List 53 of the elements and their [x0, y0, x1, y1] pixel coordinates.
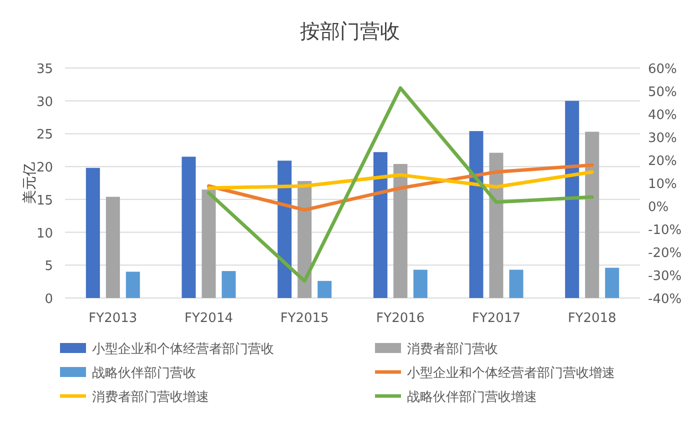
bar	[278, 160, 292, 298]
x-tick-label: FY2015	[280, 311, 329, 326]
line-series	[207, 86, 594, 283]
y2-tick-label: 60%	[648, 62, 677, 77]
bar	[106, 196, 120, 298]
y-tick-label: 10	[36, 226, 53, 242]
x-tick-label: FY2018	[568, 311, 616, 326]
y-tick-label: 25	[36, 128, 53, 143]
bar	[373, 152, 388, 298]
x-tick-label: FY2016	[376, 311, 425, 326]
y-axis-title: 美元亿	[22, 162, 38, 204]
bar	[182, 156, 196, 298]
line-series	[207, 170, 594, 190]
chart-title: 按部门营收	[300, 19, 400, 43]
legend-label: 战略伙伴部门营收	[92, 365, 196, 381]
bar	[86, 168, 100, 298]
bar	[489, 152, 504, 298]
y2-tick-label: 40%	[648, 108, 677, 123]
y2-tick-label: -20%	[648, 246, 682, 261]
y2-tick-label: 30%	[648, 131, 677, 146]
bar	[222, 271, 236, 298]
bar	[318, 280, 332, 298]
bar	[413, 270, 428, 298]
bar	[393, 164, 408, 298]
y2-tick-label: -30%	[648, 269, 682, 284]
legend-label: 小型企业和个体经营者部门营收增速	[407, 365, 615, 381]
bar	[605, 268, 620, 298]
y2-tick-label: -40%	[648, 292, 682, 307]
y2-tick-label: 10%	[648, 177, 677, 192]
x-tick-label: FY2014	[184, 311, 234, 326]
legend-label: 战略伙伴部门营收增速	[407, 389, 537, 405]
line-series	[207, 163, 594, 212]
y-tick-label: 35	[36, 62, 53, 77]
bar	[565, 100, 580, 298]
bar	[509, 270, 524, 298]
bar	[126, 272, 140, 298]
x-tick-label: FY2013	[88, 311, 138, 326]
y2-tick-label: -10%	[648, 223, 682, 238]
y-tick-label: 5	[44, 259, 53, 274]
y-tick-label: 30	[36, 94, 53, 110]
y-tick-label: 15	[36, 193, 53, 208]
y2-tick-label: 50%	[648, 85, 677, 100]
y2-tick-label: 0%	[648, 200, 669, 215]
bar	[202, 190, 216, 298]
y-tick-label: 0	[44, 292, 53, 307]
bar	[469, 131, 484, 298]
y2-tick-label: 20%	[648, 154, 677, 169]
legend-label: 消费者部门营收增速	[92, 389, 209, 405]
bar	[585, 132, 600, 298]
legend-label: 小型企业和个体经营者部门营收	[92, 341, 274, 357]
x-tick-label: FY2017	[472, 311, 521, 326]
legend-label: 消费者部门营收	[407, 341, 498, 357]
y-tick-label: 20	[36, 160, 53, 176]
